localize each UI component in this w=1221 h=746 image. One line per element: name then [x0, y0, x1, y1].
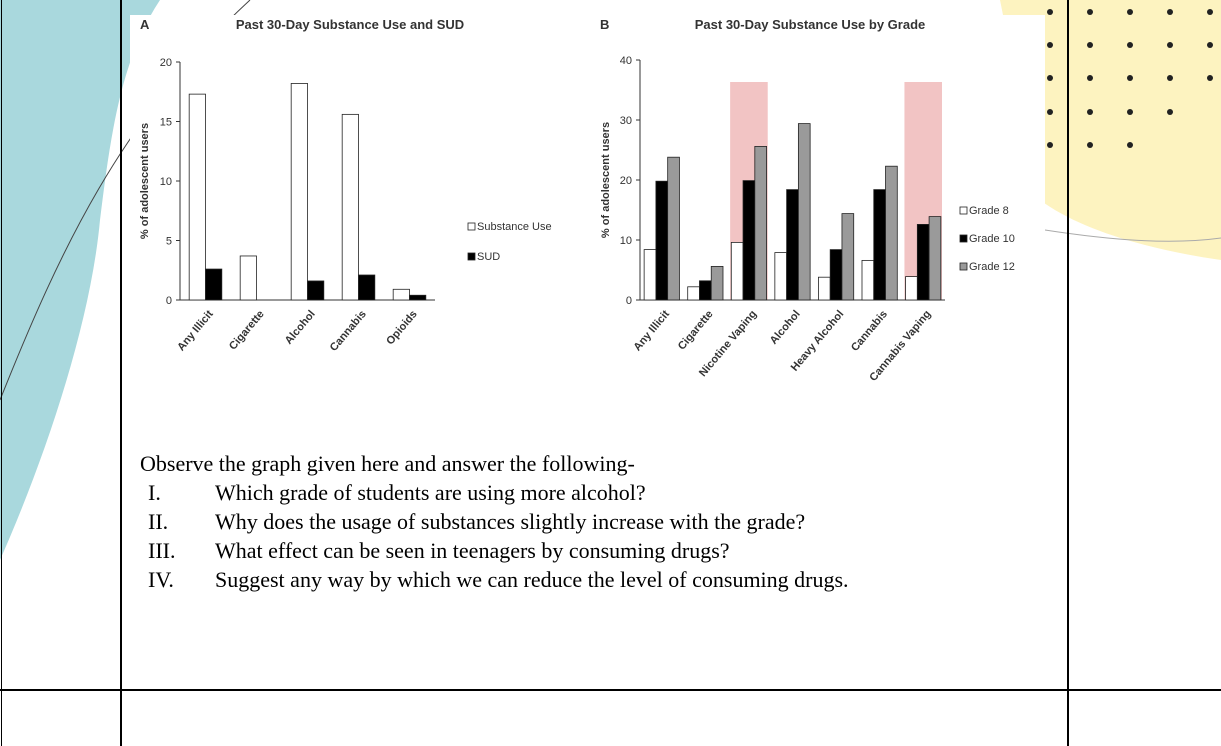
panel-label: A — [140, 17, 150, 32]
bar — [409, 294, 427, 301]
question-text: Which grade of students are using more a… — [215, 480, 646, 505]
y-axis-label: % of adolescent users — [600, 122, 612, 238]
y-axis-label: % of adolescent users — [139, 123, 151, 239]
question-text: Suggest any way by which we can reduce t… — [215, 567, 849, 592]
legend-label: Grade 10 — [969, 233, 1015, 245]
chart: B Past 30-Day Substance Use by Grade % of … — [595, 15, 1045, 445]
bar — [188, 93, 206, 301]
bar — [392, 288, 410, 301]
bar — [841, 213, 855, 301]
intro: Observe the graph given here and answer … — [140, 451, 635, 476]
bar — [797, 123, 811, 301]
bar — [873, 189, 886, 301]
table-border — [1067, 0, 1069, 746]
numeral: III. — [148, 538, 176, 563]
bar — [928, 216, 942, 301]
legend-swatch — [959, 234, 968, 243]
bar — [742, 180, 756, 301]
question-text: Why does the usage of substances slightl… — [215, 509, 806, 534]
bar — [905, 276, 918, 301]
legend-label: Substance Use — [477, 221, 552, 233]
bar — [239, 255, 257, 301]
table-border — [0, 689, 1221, 691]
x-tick-label: Cannabis — [328, 308, 369, 354]
bar — [655, 180, 669, 301]
bar — [307, 280, 325, 301]
question: I. Which grade of students are using more… — [140, 478, 1020, 507]
y-tick-label: 20 — [160, 57, 172, 69]
x-tick-label: Cigarette — [676, 308, 716, 352]
legend-swatch — [467, 252, 476, 261]
y-tick-label: 10 — [620, 235, 632, 247]
table-border — [1, 0, 2, 746]
bar — [643, 249, 657, 301]
question-text: What effect can be seen in teenagers by … — [215, 538, 730, 563]
numeral: I. — [148, 480, 161, 505]
y-tick-label: 0 — [166, 295, 172, 307]
panel-label: B — [600, 17, 609, 32]
legend-label: SUD — [477, 251, 500, 263]
question-list: I. Which grade of students are using more… — [140, 478, 1020, 594]
bar — [885, 165, 898, 301]
bar — [861, 259, 875, 301]
x-tick-label: Alcohol — [283, 308, 318, 347]
y-tick-label: 40 — [620, 55, 632, 67]
x-tick-label: Alcohol — [768, 308, 803, 347]
y-tick-label: 10 — [160, 176, 172, 188]
chart-title: Past 30-Day Substance Use by Grade — [695, 17, 926, 32]
x-tick-label: Any Illicit — [175, 308, 216, 353]
yellow-shape — [1000, 0, 1221, 260]
question: IV. Suggest any way by which we can reduc… — [140, 565, 1020, 594]
dot-grid — [1047, 9, 1213, 148]
bar — [916, 223, 930, 301]
bar — [786, 189, 799, 301]
bar — [205, 268, 223, 301]
x-tick-label: Cannabis — [849, 308, 890, 354]
bar — [829, 249, 843, 301]
bar — [754, 145, 767, 301]
bar — [341, 113, 359, 301]
numeral: II. — [148, 509, 169, 534]
question: III. What effect can be seen in teenagers… — [140, 536, 1020, 565]
x-tick-label: Cigarette — [227, 308, 267, 352]
y-tick-label: 30 — [620, 115, 632, 127]
y-tick-label: 0 — [626, 295, 632, 307]
questions: Observe the graph given here and answer … — [140, 449, 1020, 594]
bar — [699, 280, 712, 301]
chart: A Past 30-Day Substance Use and SUD % of a… — [130, 15, 580, 445]
legend-swatch — [467, 222, 476, 231]
numeral: IV. — [148, 567, 174, 592]
bar — [710, 265, 724, 301]
bar — [730, 241, 744, 301]
bar — [667, 156, 680, 301]
legend-label: Grade 8 — [969, 205, 1009, 217]
legend-label: Grade 12 — [969, 261, 1015, 273]
x-tick-label: Opioids — [384, 308, 420, 347]
bar — [358, 274, 376, 301]
bar — [818, 276, 831, 301]
legend-swatch — [959, 262, 968, 271]
bar — [774, 252, 788, 301]
y-tick-label: 20 — [620, 175, 632, 187]
bar — [290, 83, 308, 301]
legend-swatch — [959, 206, 968, 215]
y-tick-label: 5 — [166, 236, 172, 248]
teal-shape — [0, 0, 160, 560]
question: II. Why does the usage of substances slig… — [140, 507, 1020, 536]
chart-title: Past 30-Day Substance Use and SUD — [236, 17, 464, 32]
table-border — [120, 0, 122, 746]
x-tick-label: Any Illicit — [631, 308, 672, 353]
y-tick-label: 15 — [160, 117, 172, 129]
bar — [687, 286, 700, 301]
